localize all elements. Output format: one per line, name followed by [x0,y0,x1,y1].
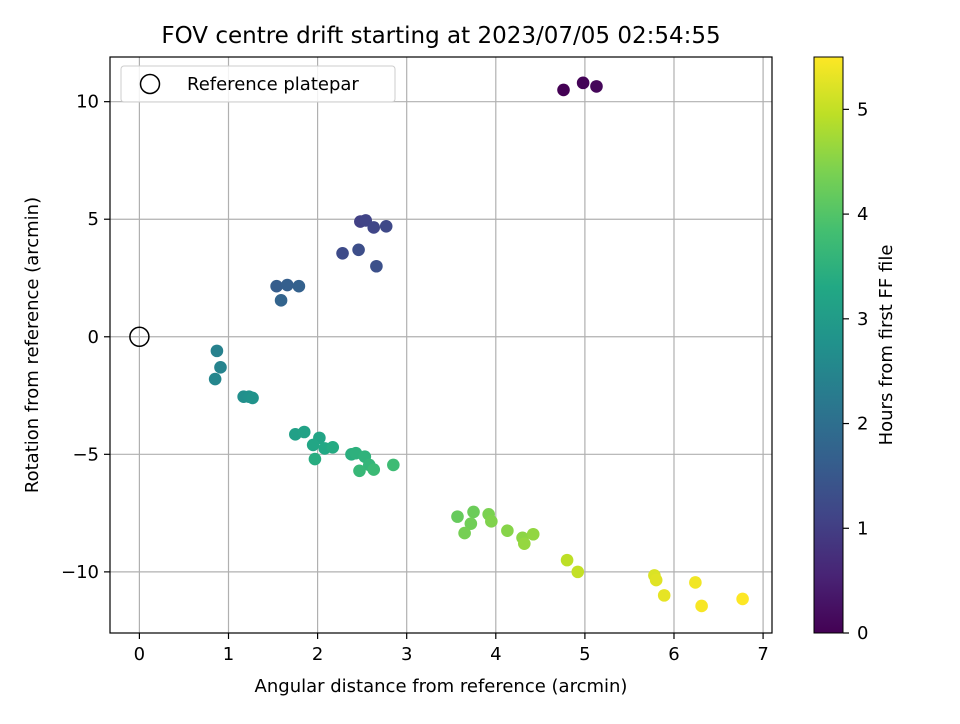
axis-ticks: 0 1 2 3 4 5 6 7 −10 −5 0 5 10 [61,92,769,665]
data-point [451,510,464,523]
legend-box [120,65,396,103]
y-tick-label: 5 [88,209,99,230]
data-point [689,576,702,589]
reference-point [129,326,150,348]
data-point [367,221,381,234]
colorbar-tick-label: 0 [857,623,868,644]
data-point [485,515,498,528]
colorbar-tick-label: 5 [857,99,868,120]
x-tick-label: 0 [134,644,145,665]
data-point [367,463,381,476]
data-point [518,537,531,550]
data-point [208,372,222,386]
colorbar: 0 1 2 3 4 5 Hours from first FF file [813,56,897,644]
x-tick-label: 1 [223,644,234,665]
x-tick-label: 3 [401,644,412,665]
data-point [292,279,306,293]
grid [110,57,772,633]
data-point [379,219,393,233]
data-point [736,592,749,606]
y-tick-label: 0 [88,327,99,348]
data-point [370,259,383,273]
data-point [557,83,570,97]
data-point [387,458,400,472]
data-point [270,279,283,293]
data-point [210,344,224,358]
data-point [501,524,514,538]
data-point [560,553,574,567]
colorbar-ticks: 0 1 2 3 4 5 [843,99,868,644]
data-point [649,573,663,587]
legend-label-reference: Reference platepar [187,74,359,95]
data-point [571,565,585,579]
data-point [464,517,478,530]
y-tick-label: −5 [72,444,99,465]
colorbar-gradient [813,56,844,634]
data-point [297,425,311,439]
x-tick-label: 2 [312,644,323,665]
data-point [353,464,366,478]
colorbar-tick-label: 1 [857,518,868,539]
data-point [308,452,322,466]
data-point [590,80,603,93]
y-tick-label: 10 [76,92,99,113]
data-point [336,247,349,260]
y-tick-label: −10 [61,562,99,583]
chart-title: FOV centre drift starting at 2023/07/05 … [161,23,720,49]
data-point [657,589,671,602]
data-point [326,440,340,454]
data-point [352,243,365,257]
plot-frame [109,56,773,634]
x-tick-label: 7 [757,644,768,665]
data-point [467,505,480,519]
data-points [129,76,749,613]
colorbar-label: Hours from first FF file [876,245,897,446]
data-point [576,76,590,90]
colorbar-tick-label: 2 [857,414,868,435]
colorbar-tick-label: 4 [857,204,868,225]
data-point [526,527,540,541]
data-point [214,361,227,374]
colorbar-tick-label: 3 [857,309,868,330]
data-point [458,526,471,540]
data-point [281,278,294,292]
x-tick-label: 5 [579,644,590,665]
legend: Reference platepar [120,65,396,103]
data-point [306,438,320,452]
x-axis-label: Angular distance from reference (arcmin) [255,676,628,697]
data-point [274,294,288,307]
x-tick-label: 4 [490,644,501,665]
legend-marker-reference [139,73,161,95]
y-axis-label: Rotation from reference (arcmin) [22,197,43,493]
data-point [695,599,708,613]
data-point [246,391,259,405]
x-tick-label: 6 [668,644,679,665]
